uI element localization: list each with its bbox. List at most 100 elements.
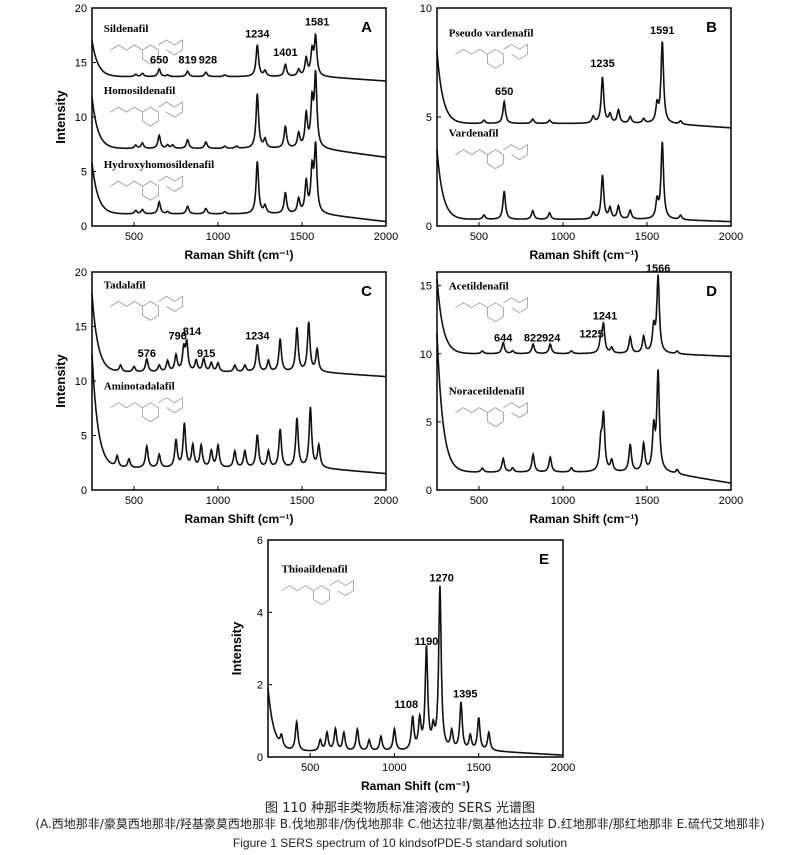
peak-label: 1190	[415, 636, 439, 648]
y-tick-label: 4	[257, 607, 263, 619]
molecule-structure-icon	[455, 401, 528, 428]
plot-frame	[436, 271, 732, 491]
caption-cn-subtitle: (A.西地那非/豪莫西地那非/羟基豪莫西地那非 B.伐地那非/伪伐地那非 C.他…	[35, 817, 765, 831]
series-label: Thioaildenafil	[281, 564, 347, 576]
y-tick-label: 10	[75, 112, 87, 124]
plot-frame	[436, 7, 732, 227]
x-tick-label: 1000	[382, 762, 406, 774]
peak-label: 1241	[593, 311, 617, 323]
panel-A: Sildenafil Homosildenafil Hydroxyhomosilde…	[53, 3, 398, 262]
molecule-structure-icon	[281, 579, 354, 606]
panel-D: Acetildenafil Noracetildenafil 500 1000 1500…	[420, 263, 743, 526]
peak-label: 650	[495, 86, 513, 98]
molecule-structure-icon	[455, 43, 528, 69]
y-tick-label: 6	[257, 535, 263, 547]
peak-label: 1234	[245, 28, 270, 40]
y-tick-label: 5	[81, 167, 87, 179]
y-tick-label: 0	[257, 752, 263, 764]
molecule-structure-icon	[455, 143, 528, 170]
y-tick-label: 5	[426, 417, 432, 429]
peak-label: 1566	[646, 263, 670, 275]
y-axis-label: Intensity	[53, 90, 68, 144]
y-tick-label: 0	[81, 221, 87, 233]
y-tick-label: 5	[81, 431, 87, 443]
series-label: Hydroxyhomosildenafil	[104, 159, 214, 171]
x-tick-label: 2000	[374, 231, 398, 243]
x-axis-label: Raman Shift (cm⁻¹)	[184, 248, 293, 262]
panel-letter: B	[706, 19, 717, 36]
panel-C: Tadalafil Aminotadalafil 500 1000 1500 2000 0 5…	[53, 267, 398, 526]
y-tick-label: 2	[257, 680, 263, 692]
x-tick-label: 1000	[551, 231, 575, 243]
series-label: Sildenafil	[104, 23, 149, 35]
peak-label: 1108	[394, 699, 418, 711]
panel-letter: E	[539, 551, 549, 568]
y-tick-label: 15	[75, 322, 87, 334]
y-tick-label: 0	[81, 485, 87, 497]
x-tick-label: 500	[470, 231, 488, 243]
y-axis-label: Intensity	[229, 621, 244, 675]
peak-label: 796	[169, 331, 187, 343]
x-axis-label: Raman Shift (cm⁻¹)	[184, 512, 293, 526]
x-axis-label: Raman Shift (cm⁻¹)	[361, 779, 470, 793]
x-tick-label: 1500	[635, 495, 659, 507]
peak-label: 814	[183, 326, 202, 338]
peak-label: 928	[199, 55, 217, 67]
x-tick-label: 1500	[635, 231, 659, 243]
y-tick-label: 0	[426, 485, 432, 497]
peak-label: 650	[150, 55, 168, 67]
plot-frame	[91, 7, 387, 227]
peak-label: 822	[524, 332, 542, 344]
x-tick-label: 1500	[290, 495, 314, 507]
panel-letter: C	[361, 283, 372, 300]
panel-E: Thioaildenafil 500 1000 1500 2000 0 2 4 6 Raman S…	[229, 535, 575, 793]
series-line-1	[91, 353, 387, 475]
series-line-1	[91, 69, 386, 158]
x-axis-label: Raman Shift (cm⁻¹)	[529, 248, 638, 262]
x-axis-label: Raman Shift (cm⁻¹)	[529, 512, 638, 526]
molecule-structure-icon	[110, 295, 183, 321]
peak-label: 924	[542, 332, 561, 344]
figure: Sildenafil Homosildenafil Hydroxyhomosilde…	[53, 3, 743, 793]
series-label: Tadalafil	[104, 279, 146, 291]
peak-label: 1234	[245, 331, 270, 343]
caption-cn-title: 图 110 种那非类物质标准溶液的 SERS 光谱图	[264, 801, 536, 816]
y-tick-label: 10	[420, 349, 432, 361]
peak-label: 1581	[305, 16, 329, 28]
peak-label: 1591	[650, 25, 674, 37]
x-tick-label: 1000	[551, 495, 575, 507]
molecule-structure-icon	[110, 396, 183, 423]
x-tick-label: 1500	[466, 762, 490, 774]
peak-label: 1270	[429, 573, 453, 585]
y-tick-label: 10	[420, 3, 432, 15]
series-line-0	[91, 293, 386, 378]
panel-letter: A	[361, 19, 372, 36]
series-line-0	[436, 41, 731, 129]
plot-frame	[267, 539, 564, 758]
peak-label: 576	[138, 348, 156, 360]
x-tick-label: 1000	[206, 231, 230, 243]
y-tick-label: 5	[426, 112, 432, 124]
x-tick-label: 2000	[551, 762, 575, 774]
peak-label: 644	[494, 332, 513, 344]
x-tick-label: 500	[301, 762, 319, 774]
series-label: Acetildenafil	[449, 281, 509, 293]
y-tick-label: 0	[426, 221, 432, 233]
series-label: Pseudo vardenafil	[449, 27, 534, 39]
y-tick-label: 15	[75, 58, 87, 70]
y-axis-label: Intensity	[53, 354, 68, 408]
peak-label: 1401	[273, 47, 297, 59]
series-line-2	[91, 141, 387, 223]
molecule-structure-icon	[455, 296, 528, 323]
x-tick-label: 2000	[719, 495, 743, 507]
series-label: Vardenafil	[449, 128, 499, 140]
series-line-0	[91, 32, 386, 82]
y-tick-label: 15	[420, 281, 432, 293]
molecule-structure-icon	[110, 39, 183, 65]
series-line-0	[267, 585, 563, 756]
molecule-structure-icon	[110, 101, 183, 127]
x-tick-label: 500	[125, 495, 143, 507]
series-label: Homosildenafil	[104, 85, 176, 97]
x-tick-label: 1500	[290, 231, 314, 243]
panel-letter: D	[706, 283, 717, 300]
